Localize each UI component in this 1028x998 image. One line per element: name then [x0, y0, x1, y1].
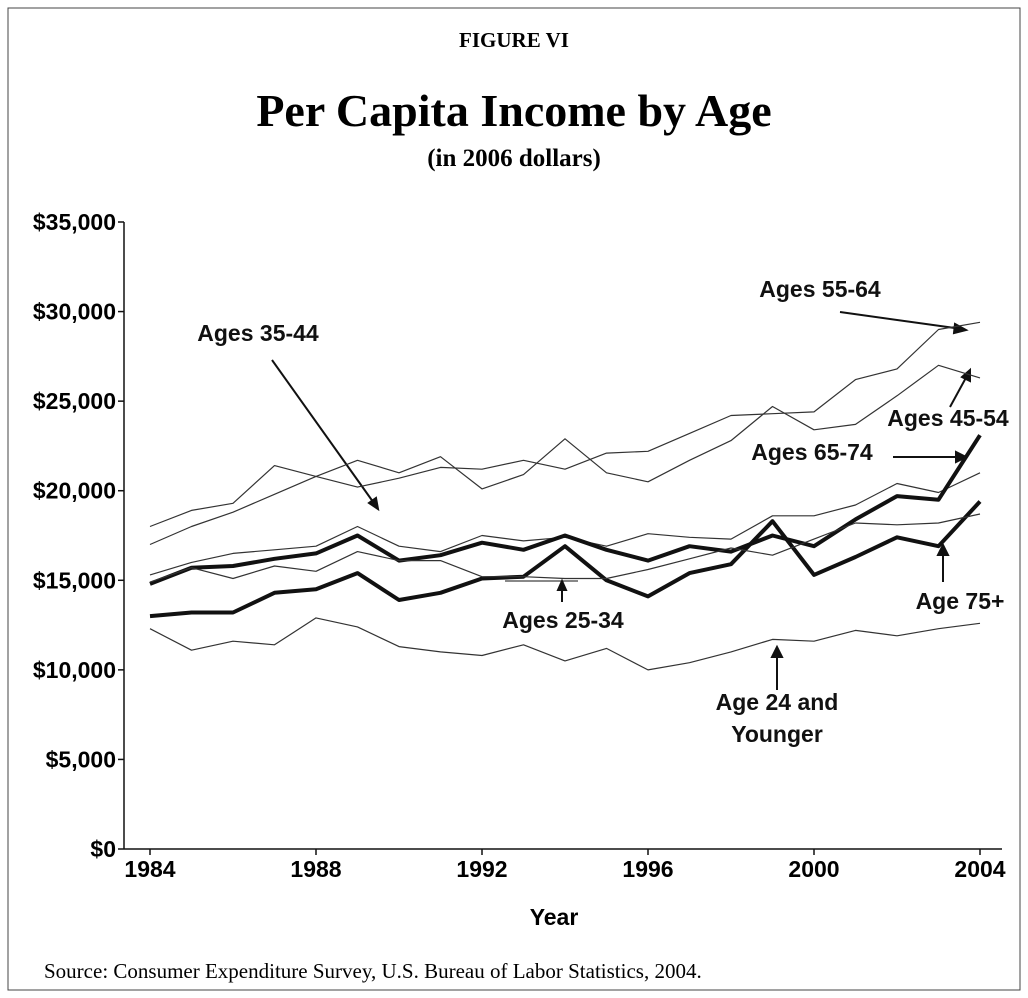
- series-line: [149, 321, 981, 528]
- x-tick-label: 2000: [788, 856, 839, 882]
- frame: [7, 7, 1021, 991]
- arrow-head: [556, 578, 568, 591]
- arrow-head: [955, 450, 969, 464]
- x-tick-label: 1988: [290, 856, 341, 882]
- series-annotation: Ages 25-34: [502, 607, 624, 633]
- arrow-head: [960, 367, 971, 383]
- series-annotation: Ages 45-54: [887, 405, 1009, 431]
- arrow: [271, 359, 377, 507]
- chart-title: Per Capita Income by Age: [256, 85, 771, 136]
- chart-subtitle: (in 2006 dollars): [427, 145, 601, 172]
- arrow-head: [770, 644, 784, 658]
- y-tick-label: $0: [90, 836, 116, 862]
- x-tick-label: 1992: [456, 856, 507, 882]
- y-tick-label: $15,000: [33, 567, 116, 593]
- arrow-head: [367, 496, 380, 512]
- x-tick-label: 1996: [622, 856, 673, 882]
- series-annotation: Ages 65-74: [751, 439, 873, 465]
- y-tick-label: $35,000: [33, 209, 116, 235]
- series-line: [149, 364, 981, 546]
- series-line: [149, 513, 981, 583]
- x-axis-label: Year: [530, 904, 579, 930]
- series-line: [149, 617, 981, 671]
- arrow: [839, 311, 963, 330]
- arrow-head: [936, 542, 950, 556]
- series-annotation: Age 24 and Younger: [715, 689, 839, 747]
- x-tick-label: 2004: [954, 856, 1005, 882]
- series-annotation: Age 75+: [915, 588, 1005, 614]
- y-tick-label: $20,000: [33, 478, 116, 504]
- series-line: [149, 500, 982, 619]
- y-tick-label: $25,000: [33, 388, 116, 414]
- source-note: Source: Consumer Expenditure Survey, U.S…: [44, 959, 702, 983]
- arrows: [271, 311, 971, 690]
- y-tick-label: $30,000: [33, 299, 116, 325]
- series-annotation: Ages 55-64: [759, 276, 881, 302]
- figure-label: FIGURE VI: [459, 28, 569, 52]
- y-tick-label: $10,000: [33, 657, 116, 683]
- x-tick-label: 1984: [124, 856, 175, 882]
- y-tick-label: $5,000: [46, 746, 116, 772]
- series-annotation: Ages 35-44: [197, 320, 319, 346]
